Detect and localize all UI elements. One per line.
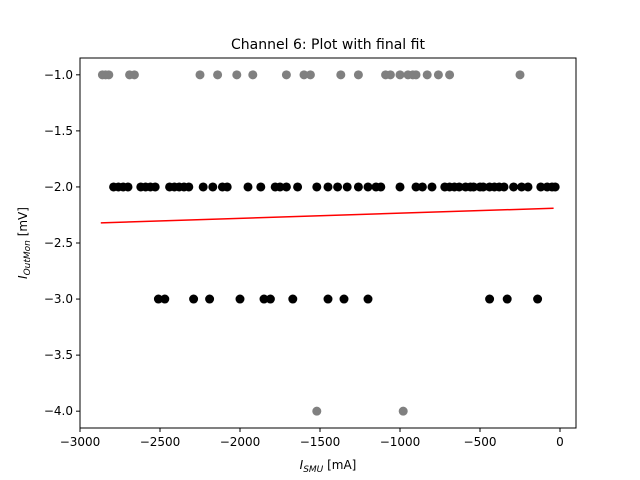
x-tick-label: −1500 (300, 435, 341, 449)
data-point (222, 182, 232, 192)
x-axis-label-subscript: SMU (303, 465, 323, 475)
y-tick-label: −4.0 (44, 404, 73, 418)
data-point (398, 406, 408, 416)
chart-title: Channel 6: Plot with final fit (231, 37, 425, 53)
data-point (395, 70, 405, 80)
plot-marks (97, 70, 560, 416)
y-tick-label: −1.0 (44, 68, 73, 82)
x-axis-ticks: −3000 −2500 −2000 −1500 −1000 −500 0 (60, 428, 564, 449)
data-point (422, 70, 432, 80)
data-point (376, 182, 386, 192)
x-axis-label: ISMU [mA] (300, 458, 357, 475)
data-point (499, 182, 509, 192)
data-point (353, 70, 363, 80)
x-axis-label-unit: [mA] (323, 458, 356, 472)
data-point (517, 182, 527, 192)
data-point (153, 294, 163, 304)
data-point (333, 182, 343, 192)
data-point (427, 182, 437, 192)
data-point (213, 70, 223, 80)
x-tick-label: 0 (556, 435, 564, 449)
y-axis-label-subscript: OutMon (23, 240, 33, 276)
data-point (195, 70, 205, 80)
data-point (208, 182, 218, 192)
data-point (205, 294, 215, 304)
data-point (336, 70, 346, 80)
fit-line (100, 207, 554, 224)
data-point (339, 294, 349, 304)
data-point (385, 70, 395, 80)
data-point (256, 182, 266, 192)
data-point (523, 182, 533, 192)
y-tick-label: −1.5 (44, 124, 73, 138)
data-point (293, 182, 303, 192)
data-point (411, 70, 421, 80)
data-point (469, 182, 479, 192)
data-point (353, 182, 363, 192)
data-point (299, 70, 309, 80)
data-point (411, 182, 421, 192)
data-point (281, 70, 291, 80)
y-axis-label-main: I (16, 275, 30, 279)
y-tick-label: −2.0 (44, 180, 73, 194)
data-point (502, 294, 512, 304)
data-point (445, 70, 455, 80)
data-point (312, 182, 322, 192)
data-point (305, 70, 315, 80)
data-point (342, 182, 352, 192)
data-point (454, 182, 464, 192)
y-tick-label: −3.5 (44, 348, 73, 362)
data-point (533, 294, 543, 304)
data-point (265, 294, 275, 304)
y-tick-label: −2.5 (44, 236, 73, 250)
data-point (417, 182, 427, 192)
data-point (232, 70, 242, 80)
data-point (433, 70, 443, 80)
data-point (395, 182, 405, 192)
data-point (515, 70, 525, 80)
data-point (275, 182, 285, 192)
y-axis-label: IOutMon [mV] (16, 207, 33, 279)
data-point (160, 294, 170, 304)
data-point (363, 182, 373, 192)
data-point (243, 182, 253, 192)
plot-area-frame (79, 57, 577, 429)
data-point (550, 182, 560, 192)
data-point (235, 294, 245, 304)
data-point (363, 294, 373, 304)
data-point (248, 70, 258, 80)
data-point (478, 182, 488, 192)
y-axis-label-unit: [mV] (16, 207, 30, 240)
data-point (323, 182, 333, 192)
x-tick-label: −1000 (380, 435, 421, 449)
data-point (129, 70, 139, 80)
y-axis-ticks: −1.0 −1.5 −2.0 −2.5 −3.0 −3.5 −4.0 (44, 68, 80, 418)
y-tick-label: −3.0 (44, 292, 73, 306)
data-point (184, 182, 194, 192)
data-point (509, 182, 519, 192)
x-tick-label: −2000 (220, 435, 261, 449)
x-tick-label: −3000 (60, 435, 101, 449)
data-point (536, 182, 546, 192)
x-tick-label: −500 (464, 435, 497, 449)
data-point (198, 182, 208, 192)
data-point (485, 294, 495, 304)
data-point (189, 294, 199, 304)
data-point (104, 70, 114, 80)
data-point (288, 294, 298, 304)
x-axis-label-main: I (300, 458, 304, 472)
data-point (312, 406, 322, 416)
data-point (259, 294, 269, 304)
data-point (281, 182, 291, 192)
data-point (323, 294, 333, 304)
x-tick-label: −2500 (140, 435, 181, 449)
data-point (150, 182, 160, 192)
data-point (123, 182, 133, 192)
